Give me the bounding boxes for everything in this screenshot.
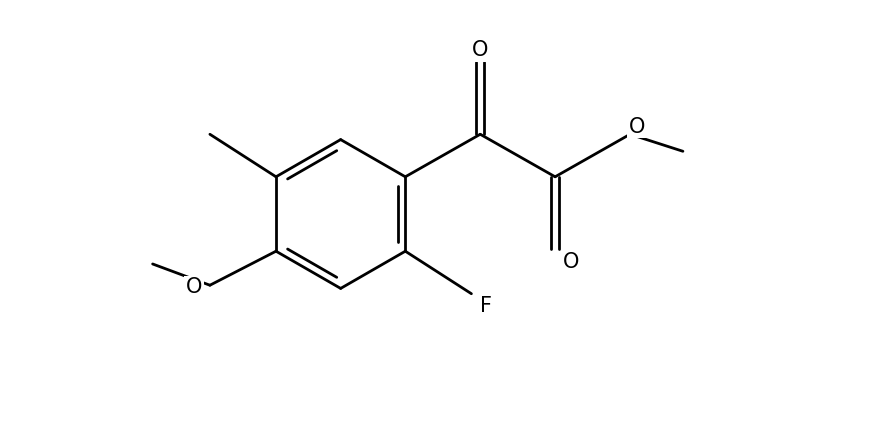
Text: O: O xyxy=(563,252,579,272)
Text: F: F xyxy=(480,296,492,315)
Text: O: O xyxy=(472,40,489,60)
Text: O: O xyxy=(186,277,202,297)
Text: O: O xyxy=(629,116,645,137)
